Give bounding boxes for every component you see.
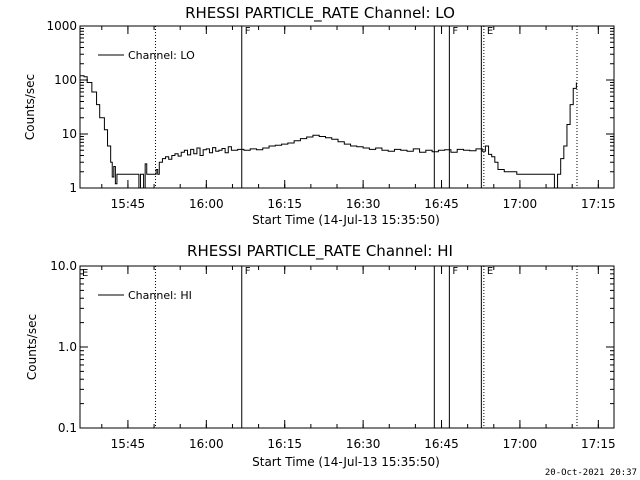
x-tick-label: 15:45 [111,197,146,211]
x-tick-label: 15:45 [111,437,146,451]
x-tick-label: 16:15 [267,197,302,211]
legend-entry: Channel: LO [128,49,195,62]
y-tick-label: 100 [54,73,77,87]
event-marker-label: F [452,26,458,37]
x-tick-label: 17:15 [581,437,616,451]
plot-frame-0 [79,25,615,189]
x-tick-label: 16:15 [267,437,302,451]
x-axis-label: Start Time (14-Jul-13 15:35:50) [252,455,440,469]
timestamp: 20-Oct-2021 20:37 [545,468,637,478]
corner-marker-label: E [82,268,88,279]
x-tick-label: 17:15 [581,197,616,211]
event-marker-label: F [452,266,458,277]
y-tick-label: 0.1 [58,421,77,435]
y-axis-label: Counts/sec [25,314,39,380]
series-line-0 [80,75,577,188]
event-marker-label: E [487,26,493,37]
x-tick-label: 17:00 [503,197,538,211]
x-tick-label: 16:00 [189,197,224,211]
chart-title: RHESSI PARTICLE_RATE Channel: HI [187,242,453,261]
event-marker-label: F [245,266,251,277]
event-marker-label: E [487,266,493,277]
x-tick-label: 16:45 [424,197,459,211]
y-axis-label: Counts/sec [23,74,37,140]
legend-entry: Channel: HI [128,289,192,302]
y-tick-label: 10 [62,127,77,141]
chart-title: RHESSI PARTICLE_RATE Channel: LO [185,4,455,23]
x-tick-label: 16:30 [346,197,381,211]
x-tick-label: 16:45 [424,437,459,451]
event-marker-label: F [245,26,251,37]
x-tick-label: 17:00 [503,437,538,451]
y-tick-label: 1 [69,181,77,195]
x-axis-label: Start Time (14-Jul-13 15:35:50) [252,213,440,227]
y-tick-label: 10.0 [50,259,77,273]
y-tick-label: 1000 [46,19,77,33]
x-tick-label: 16:30 [346,437,381,451]
x-tick-label: 16:00 [189,437,224,451]
y-tick-label: 1.0 [58,340,77,354]
